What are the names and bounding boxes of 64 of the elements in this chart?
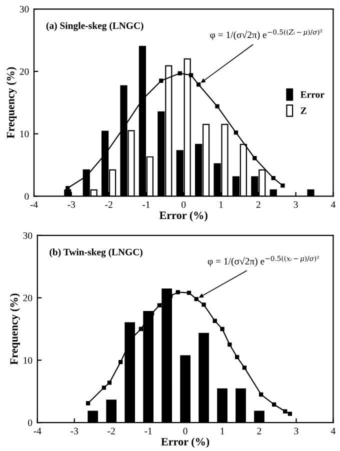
x-tick-label: 3	[294, 201, 298, 208]
x-tick-label: 1	[219, 201, 223, 208]
y-axis-title: Frequency (%)	[6, 67, 17, 138]
point	[159, 78, 164, 83]
point	[234, 354, 240, 360]
x-tick-label: 0	[183, 428, 188, 434]
x-tick-label: -1	[144, 428, 152, 434]
point	[118, 360, 123, 364]
x-tick-label: -1	[142, 201, 150, 208]
point	[220, 326, 224, 332]
x-tick-label: -2	[108, 428, 115, 434]
y-tick-label: 20	[20, 68, 29, 75]
y-tick-label: 0	[24, 193, 29, 200]
point	[252, 156, 257, 160]
legend-label: Error	[300, 91, 324, 98]
x-tick-label: 2	[257, 428, 262, 434]
point	[178, 71, 182, 76]
x-tick-label: 4	[330, 201, 336, 208]
point	[107, 380, 112, 385]
point	[188, 73, 194, 78]
y-tick-label: 20	[23, 294, 32, 302]
point	[138, 326, 144, 332]
point	[283, 409, 288, 414]
annotation: φ = 1/(σ√2π) e$^{−0.5((xᵢ−μ)/σ)²}$	[208, 256, 319, 266]
y-tick-label: 10	[24, 357, 32, 364]
y-tick-label: 10	[20, 130, 29, 138]
point	[215, 104, 220, 108]
point	[196, 82, 201, 87]
point	[186, 290, 192, 295]
point	[212, 318, 217, 323]
x-tick-label: -4	[30, 201, 38, 208]
point	[194, 296, 198, 302]
x-tick-label: 2	[256, 201, 260, 208]
x-tick-label: 0	[182, 201, 186, 208]
text: (b) Twin-skeg (LNGC)	[50, 248, 142, 258]
point	[202, 302, 206, 307]
y-tick-label: 0	[28, 419, 32, 426]
point	[280, 183, 285, 188]
point	[157, 303, 162, 308]
point	[86, 401, 90, 406]
point	[272, 402, 276, 407]
annotation: φ = 1/(σ√2π) e$^{−0.5((Zᵢ−μ)/σ)²}$	[210, 29, 322, 40]
x-axis-title: Error (%)	[159, 211, 208, 222]
point	[288, 412, 292, 416]
x-tick-label: -2	[105, 201, 112, 208]
text: (a) Single-skeg (LNGC)	[46, 22, 144, 32]
x-axis-title: Error (%)	[161, 438, 210, 448]
point	[259, 392, 264, 397]
legend-label: Z	[300, 108, 306, 114]
point	[234, 130, 238, 135]
x-tick-label: 4	[330, 428, 336, 434]
point	[271, 176, 276, 180]
y-tick-label: 30	[23, 232, 32, 239]
point	[242, 366, 247, 370]
point	[228, 342, 232, 347]
x-tick-label: -4	[34, 428, 42, 434]
point	[176, 290, 180, 294]
x-tick-label: -3	[70, 428, 78, 434]
x-tick-label: -3	[68, 201, 76, 208]
y-tick-label: 30	[20, 6, 29, 12]
x-tick-label: 3	[294, 428, 298, 434]
y-axis-title: Frequency (%)	[10, 294, 20, 365]
point	[102, 386, 106, 390]
x-tick-label: 1	[220, 428, 224, 434]
